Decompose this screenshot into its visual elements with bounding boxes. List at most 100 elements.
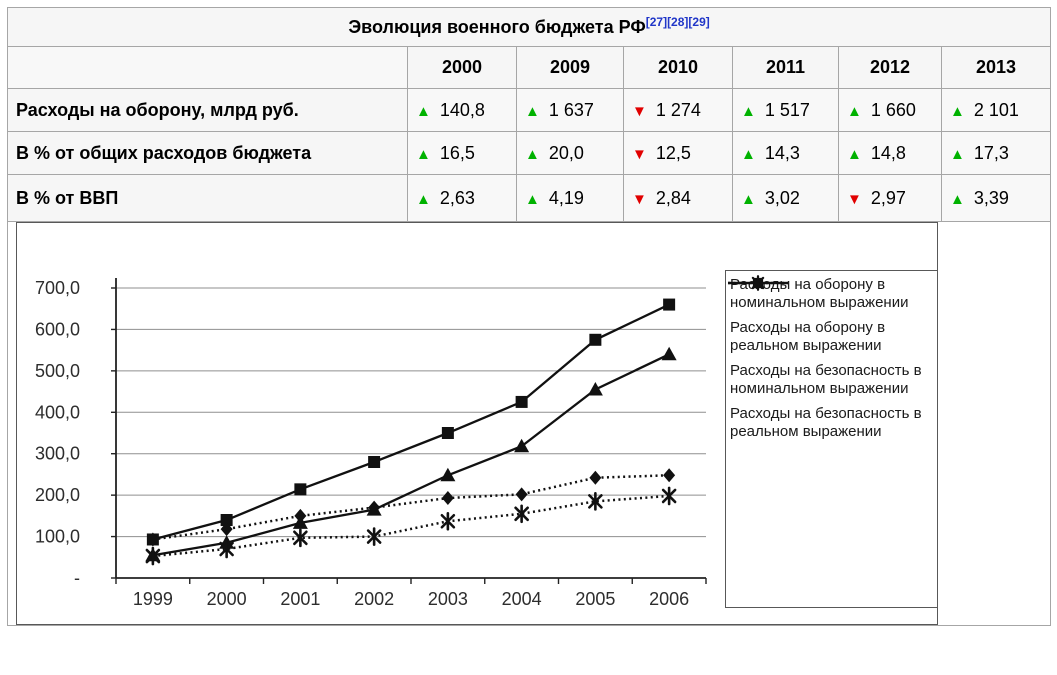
legend-item: Расходы на безопасность в номинальном вы… (728, 276, 935, 399)
trend-icon (950, 103, 965, 120)
table-title-cell: Эволюция военного бюджета РФ[27][28][29] (6, 7, 1052, 47)
value-cell: 17,3 (940, 131, 1052, 175)
table-title-row: Эволюция военного бюджета РФ[27][28][29] (6, 7, 1052, 47)
value-cell: 12,5 (623, 131, 733, 175)
svg-text:2006: 2006 (649, 589, 689, 609)
cell-value: 1 517 (764, 99, 810, 120)
trend-icon (847, 191, 862, 208)
budget-chart: - 100,0 200,0 300,0 400,0 500,0 600,0 700,0 1999… (16, 222, 938, 625)
svg-text:400,0: 400,0 (35, 402, 80, 422)
cell-value: 12,5 (655, 142, 691, 163)
trend-icon (847, 103, 862, 120)
trend-icon (632, 191, 647, 208)
value-cell: 3,02 (732, 174, 839, 222)
table-title: Эволюция военного бюджета РФ (348, 16, 646, 37)
trend-icon (416, 103, 431, 120)
svg-text:2005: 2005 (575, 589, 615, 609)
legend-item: Расходы на безопасность в реальном выраж… (728, 275, 935, 442)
col-header-2000: 2000 (407, 46, 517, 89)
value-cell: 140,8 (407, 88, 517, 132)
svg-text:700,0: 700,0 (35, 278, 80, 298)
svg-text:2002: 2002 (354, 589, 394, 609)
chart-legend: Расходы на оборону в номинальном выражен… (725, 270, 938, 608)
value-cell: 1 517 (732, 88, 839, 132)
table-row: Расходы на оборону, млрд руб. 140,8 1 63… (7, 88, 1052, 132)
trend-icon (950, 146, 965, 163)
row-label-pct-gdp: В % от ВВП (7, 174, 408, 222)
legend-marker-asterisk-icon (728, 275, 788, 291)
cell-value: 4,19 (548, 187, 584, 208)
cell-value: 17,3 (973, 142, 1009, 163)
corner-cell (7, 46, 408, 89)
cell-value: 1 637 (548, 99, 594, 120)
svg-text:2003: 2003 (428, 589, 468, 609)
page: Эволюция военного бюджета РФ[27][28][29]… (6, 7, 1052, 626)
cell-value: 2,63 (439, 187, 475, 208)
cell-value: 140,8 (439, 99, 485, 120)
row-label-pct-budget: В % от общих расходов бюджета (7, 131, 408, 175)
value-cell: 14,8 (838, 131, 942, 175)
svg-text:2001: 2001 (280, 589, 320, 609)
svg-text:2000: 2000 (207, 589, 247, 609)
table-row: В % от общих расходов бюджета 16,5 20,0 … (7, 131, 1052, 175)
col-header-2012: 2012 (838, 46, 942, 89)
cell-value: 3,39 (973, 187, 1009, 208)
value-cell: 1 637 (516, 88, 624, 132)
svg-text:200,0: 200,0 (35, 485, 80, 505)
cell-value: 14,3 (764, 142, 800, 163)
svg-text:2004: 2004 (502, 589, 542, 609)
ref-29-link[interactable]: [29] (688, 14, 710, 29)
trend-icon (525, 103, 540, 120)
table-header-row: 2000 2009 2010 2011 2012 2013 (7, 46, 1052, 89)
cell-value: 1 274 (655, 99, 701, 120)
value-cell: 1 274 (623, 88, 733, 132)
svg-text:500,0: 500,0 (35, 361, 80, 381)
svg-text:300,0: 300,0 (35, 444, 80, 464)
legend-label: Расходы на безопасность в реальном выраж… (730, 404, 922, 441)
cell-value: 2,97 (870, 187, 906, 208)
value-cell: 2 101 (940, 88, 1052, 132)
value-cell: 14,3 (732, 131, 839, 175)
ref-27-link[interactable]: [27] (645, 14, 668, 29)
trend-icon (741, 146, 756, 163)
cell-value: 3,02 (764, 187, 800, 208)
trend-icon (741, 191, 756, 208)
value-cell: 20,0 (516, 131, 624, 175)
trend-icon (525, 146, 540, 163)
legend-label: Расходы на оборону в номинальном выражен… (730, 276, 909, 312)
cell-value: 1 660 (870, 99, 916, 120)
trend-icon (632, 146, 647, 163)
cell-value: 16,5 (439, 142, 475, 163)
chart-svg: - 100,0 200,0 300,0 400,0 500,0 600,0 700,0 1999… (35, 278, 707, 609)
trend-icon (525, 191, 540, 208)
row-label-defense-spending: Расходы на оборону, млрд руб. (7, 88, 408, 132)
legend-label: Расходы на оборону в реальном выражении (730, 318, 886, 355)
svg-text:1999: 1999 (133, 589, 173, 609)
svg-text:100,0: 100,0 (35, 527, 80, 547)
value-cell: 3,39 (940, 174, 1052, 222)
trend-icon (950, 191, 965, 208)
trend-icon (416, 191, 431, 208)
trend-icon (847, 146, 862, 163)
value-cell: 16,5 (407, 131, 517, 175)
legend-item: Расходы на оборону в номинальном выражен… (728, 276, 935, 313)
col-header-2009: 2009 (516, 46, 624, 89)
chart-cell: - 100,0 200,0 300,0 400,0 500,0 600,0 700,0 1999… (6, 221, 1052, 626)
svg-text:600,0: 600,0 (35, 319, 80, 339)
cell-value: 20,0 (548, 142, 584, 163)
value-cell: 4,19 (516, 174, 624, 222)
value-cell: 2,84 (623, 174, 733, 222)
value-cell: 2,63 (407, 174, 517, 222)
legend-item: Расходы на оборону в реальном выражении (728, 277, 935, 356)
ref-28-link[interactable]: [28] (667, 14, 689, 29)
svg-text:-: - (74, 568, 80, 588)
table-row: В % от ВВП 2,63 4,19 2,84 3,02 2,97 3,39 (7, 174, 1052, 222)
trend-icon (741, 103, 756, 120)
legend-label: Расходы на безопасность в номинальном вы… (730, 361, 922, 398)
trend-icon (632, 103, 647, 120)
trend-icon (416, 146, 431, 163)
col-header-2010: 2010 (623, 46, 733, 89)
cell-value: 2 101 (973, 99, 1019, 120)
cell-value: 2,84 (655, 187, 691, 208)
chart-row: - 100,0 200,0 300,0 400,0 500,0 600,0 700,0 1999… (6, 221, 1052, 626)
